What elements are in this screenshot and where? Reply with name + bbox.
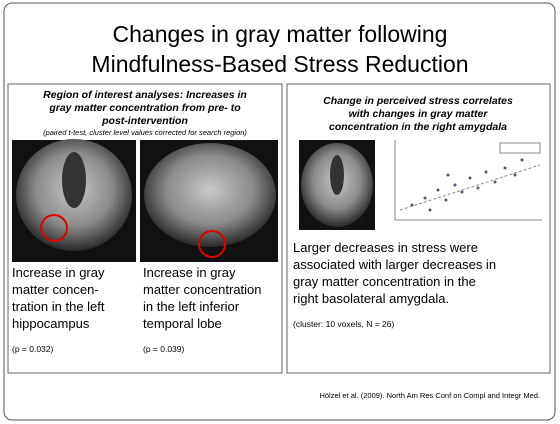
left-heading: gray matter concentration from pre- to: [48, 102, 241, 114]
brain-image-1: [12, 139, 136, 262]
slide: Changes in gray matter following Mindfuln…: [0, 0, 560, 424]
right-heading: Change in perceived stress correlates: [323, 95, 513, 107]
left-heading: Region of interest analyses: Increases i…: [43, 89, 247, 101]
caption-line: tration in the left: [12, 299, 105, 314]
left-heading: post-intervention: [101, 115, 188, 127]
footer: Hölzel et al. (2009). North Am Res Conf …: [319, 391, 540, 400]
description-line: Larger decreases in stress were: [293, 240, 478, 255]
caption-line: in the left inferior: [143, 299, 240, 314]
p-value: (p = 0.032): [12, 344, 54, 354]
caption-line: matter concentration: [143, 282, 262, 297]
description-line: gray matter concentration in the: [293, 274, 476, 289]
right-note: (cluster: 10 voxels, N = 26): [293, 319, 395, 329]
brain-image-2: [140, 140, 278, 262]
description-line: associated with larger decreases in: [293, 257, 496, 272]
right-heading: with changes in gray matter: [349, 108, 489, 120]
brain-image-3: [299, 140, 375, 230]
caption-line: temporal lobe: [143, 316, 222, 331]
left-note: (paired t-test, cluster level values cor…: [43, 128, 247, 137]
caption-line: Increase in gray: [12, 265, 105, 280]
p-value: (p = 0.039): [143, 344, 185, 354]
description-line: right basolateral amygdala.: [293, 291, 449, 306]
title-line: Changes in gray matter following: [113, 21, 448, 47]
scatter-plot-image: [380, 138, 545, 230]
caption-line: Increase in gray: [143, 265, 236, 280]
right-heading: concentration in the right amygdala: [329, 121, 507, 133]
caption-line: hippocampus: [12, 316, 90, 331]
title-line: Mindfulness-Based Stress Reduction: [91, 51, 468, 77]
caption-line: matter concen-: [12, 282, 99, 297]
